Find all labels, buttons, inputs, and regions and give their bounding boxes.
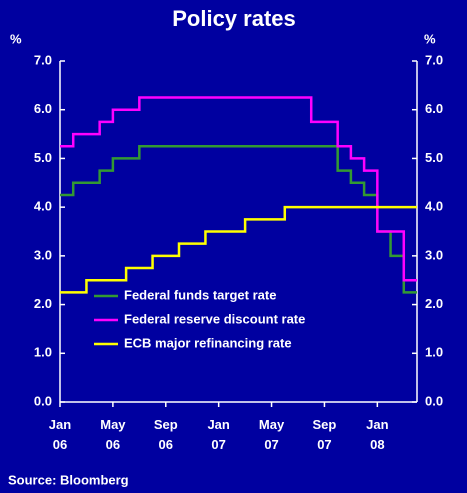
y-axis-label: % [10,31,22,46]
series-line [60,96,417,282]
y2-tick-label: 6.0 [425,101,443,116]
y2-axis-label: % [424,31,436,46]
x-tick-label: Jan 07 [207,417,229,452]
y2-tick-label: 1.0 [425,345,443,360]
y-tick-label: 7.0 [34,52,52,67]
y-tick-label: 6.0 [34,101,52,116]
y-tick-label: 0.0 [34,393,52,408]
legend-label: Federal funds target rate [124,287,276,302]
y2-tick-label: 0.0 [425,393,443,408]
source: Source: Bloomberg [8,472,129,487]
series-line [60,205,417,294]
y-tick-label: 2.0 [34,296,52,311]
legend-label: ECB major refinancing rate [124,335,292,350]
y-tick-label: 3.0 [34,247,52,262]
y-tick-label: 4.0 [34,199,52,214]
x-tick-label: Sep 06 [154,417,178,452]
chart-title: Policy rates [172,6,296,31]
y-tick-label: 1.0 [34,345,52,360]
y2-tick-label: 7.0 [425,52,443,67]
y-tick-label: 5.0 [34,150,52,165]
y2-tick-label: 3.0 [425,247,443,262]
x-tick-label: Sep 07 [313,417,337,452]
x-tick-label: Jan 06 [49,417,71,452]
y2-tick-label: 5.0 [425,150,443,165]
x-tick-label: Jan 08 [366,417,388,452]
x-tick-label: May 06 [100,417,126,452]
y2-tick-label: 4.0 [425,199,443,214]
series-line [60,145,417,294]
y2-tick-label: 2.0 [425,296,443,311]
x-tick-label: May 07 [259,417,285,452]
legend-label: Federal reserve discount rate [124,311,305,326]
